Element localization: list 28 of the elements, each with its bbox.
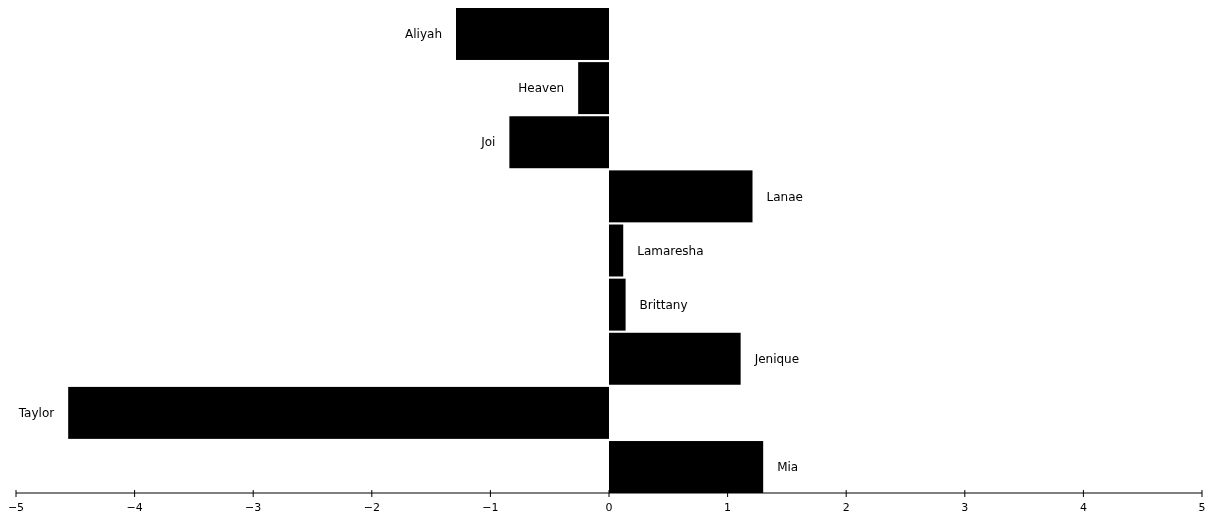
bar [609, 332, 741, 385]
x-tick-label: −3 [245, 501, 262, 514]
x-tick-label: 1 [724, 501, 732, 514]
y-tick-label: Lamaresha [637, 243, 704, 258]
y-tick-label: Joi [480, 135, 496, 150]
x-tick-label: −5 [7, 501, 25, 514]
y-tick-label: Brittany [639, 297, 688, 312]
y-tick-label: Mia [777, 460, 799, 475]
y-tick-label: Heaven [518, 81, 565, 96]
bar [609, 170, 753, 223]
y-tick-label: Aliyah [405, 27, 443, 42]
x-tick-label: 5 [1198, 501, 1206, 514]
x-tick-label: 3 [961, 501, 969, 514]
y-tick-label: Taylor [17, 406, 55, 421]
x-tick-label: −4 [126, 501, 143, 514]
y-tick-label: Jenique [753, 351, 800, 366]
x-tick-label: −1 [482, 501, 499, 514]
bar [578, 62, 609, 115]
y-tick-label: Lanae [766, 189, 803, 204]
bar [509, 116, 609, 169]
bar [609, 278, 626, 331]
bar [456, 8, 609, 60]
x-tick-label: 4 [1079, 501, 1087, 514]
bar [68, 386, 609, 439]
x-tick-label: 2 [842, 501, 850, 514]
x-tick-label: −2 [363, 501, 380, 514]
x-tick-label: 0 [605, 501, 613, 514]
bar [609, 224, 624, 277]
